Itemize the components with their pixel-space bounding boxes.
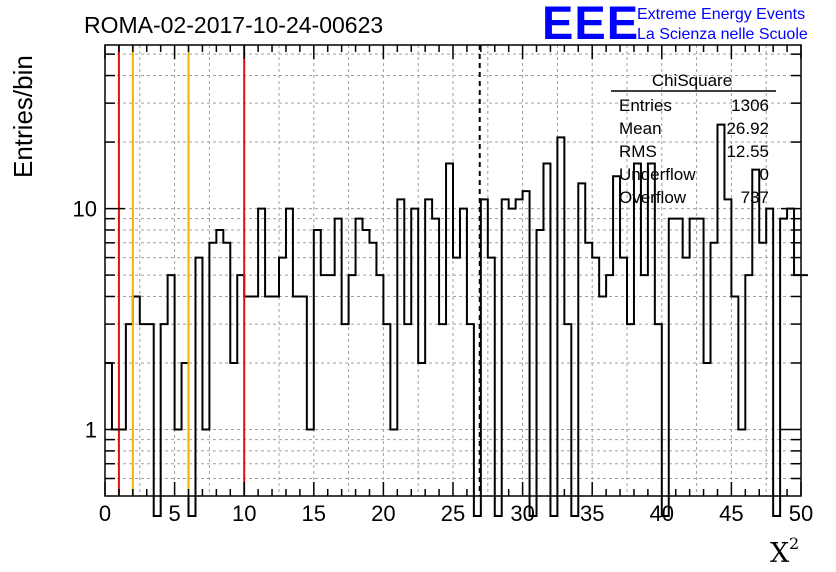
x-axis-label-superscript: 2: [789, 534, 799, 553]
x-tick-label: 25: [441, 501, 465, 526]
stats-value-mean: 26.92: [726, 119, 769, 138]
histogram-series: [105, 123, 808, 517]
x-tick-label: 50: [789, 501, 813, 526]
x-tick-label: 30: [510, 501, 534, 526]
tick-labels: 0 5 10 15 20 25 30 35 40 45 50 1 10: [73, 197, 814, 526]
stats-label-rms: RMS: [619, 142, 657, 161]
stats-value-rms: 12.55: [726, 142, 769, 161]
x-tick-label: 15: [302, 501, 326, 526]
stats-label-underflow: Underflow: [619, 165, 696, 184]
eee-logo-mark: EEE: [542, 0, 639, 49]
x-tick-label: 45: [719, 501, 743, 526]
stats-box: ChiSquare Entries 1306 Mean 26.92 RMS 12…: [611, 71, 776, 207]
stats-label-overflow: Overflow: [619, 188, 687, 207]
logo-text-line2: La Scienza nelle Scuole: [637, 26, 808, 43]
x-tick-label: 20: [371, 501, 395, 526]
stats-label-mean: Mean: [619, 119, 662, 138]
histogram-outline: [105, 123, 808, 517]
eee-logo: EEE Extreme Energy Events La Scienza nel…: [542, 0, 808, 49]
axis-ticks: [104, 45, 802, 496]
x-axis-label: X: [770, 538, 790, 569]
y-tick-label: 10: [73, 197, 97, 222]
stats-title: ChiSquare: [652, 71, 732, 90]
logo-text-line1: Extreme Energy Events: [637, 6, 805, 23]
stats-value-overflow: 737: [741, 188, 769, 207]
marker-lines: [117, 45, 481, 496]
stats-value-entries: 1306: [731, 96, 769, 115]
x-tick-label: 40: [650, 501, 674, 526]
x-tick-label: 5: [168, 501, 180, 526]
stats-value-underflow: 0: [760, 165, 769, 184]
x-tick-label: 0: [99, 501, 111, 526]
y-axis-label: Entries/bin: [8, 55, 38, 178]
stats-label-entries: Entries: [619, 96, 672, 115]
run-title: ROMA-02-2017-10-24-00623: [84, 12, 383, 38]
y-tick-label: 1: [85, 417, 97, 442]
x-tick-label: 35: [580, 501, 604, 526]
x-tick-label: 10: [232, 501, 256, 526]
